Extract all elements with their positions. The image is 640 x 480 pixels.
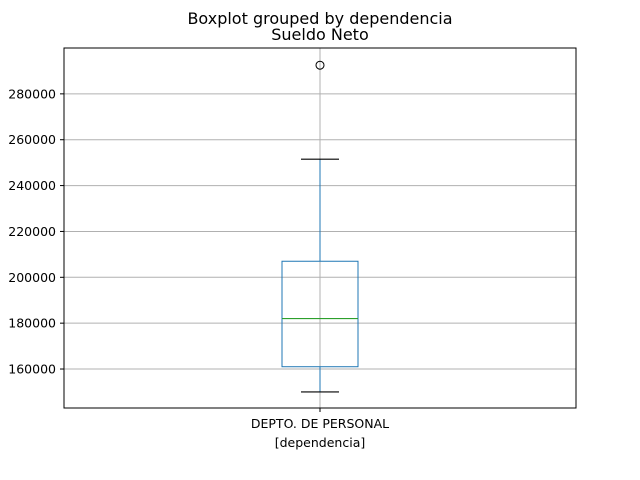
y-tick-label: 280000 [8,86,56,101]
y-tick-label: 220000 [8,224,56,239]
y-tick-label: 200000 [8,270,56,285]
iqr-box [281,260,359,368]
chart-title: Sueldo Neto [271,25,369,44]
x-tick-label: DEPTO. DE PERSONAL [251,416,389,431]
y-tick-label: 240000 [8,178,56,193]
x-axis-label: [dependencia] [275,435,365,450]
tick-layer: 160000 180000 200000 220000 240000 260000 2800… [8,86,389,431]
chart-suptitle: Boxplot grouped by dependencia [187,9,452,28]
outlier-point [315,60,325,70]
y-tick-label: 180000 [8,316,56,331]
plot-frame [63,47,577,409]
y-tick-label: 260000 [8,132,56,147]
y-tick-label: 160000 [8,362,56,377]
box-layer [281,60,359,393]
